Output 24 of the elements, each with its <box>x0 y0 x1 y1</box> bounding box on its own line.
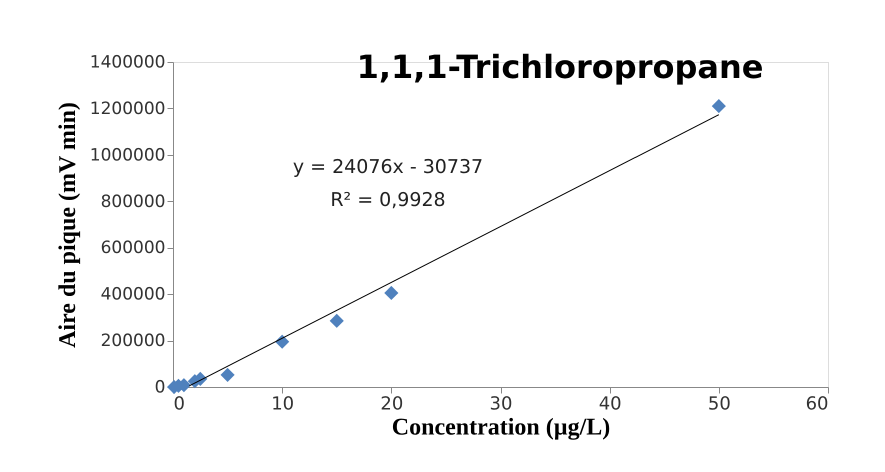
chart-title: 1,1,1-Trichloropropane <box>356 48 764 86</box>
point <box>330 314 344 328</box>
y-tick-label: 1000000 <box>90 145 166 166</box>
x-tick-label: 50 <box>708 394 731 414</box>
y-tick-label: 0 <box>154 378 166 398</box>
y-tick-label: 200000 <box>100 331 166 352</box>
y-tick-label: 1400000 <box>90 52 166 72</box>
point <box>220 368 235 382</box>
x-axis-title: Concentration (µg/L) <box>392 414 610 440</box>
y-tick-label: 800000 <box>100 192 166 212</box>
annotation: y = 24076x - 30737 <box>292 156 484 178</box>
annotation: R² = 0,9928 <box>330 189 446 211</box>
x-tick-label: 40 <box>598 394 622 414</box>
y-tick-label: 400000 <box>100 284 166 305</box>
x-tick-label: 60 <box>806 394 828 414</box>
x-tick-label: 0 <box>174 394 185 414</box>
y-tick-label: 1200000 <box>90 98 166 119</box>
y-tick-label: 600000 <box>100 238 166 258</box>
point <box>384 286 398 300</box>
y-axis-title: Aire du pique (mV min) <box>54 102 81 348</box>
point <box>712 99 726 114</box>
x-tick-label: 20 <box>380 394 404 414</box>
x-tick-label: 30 <box>490 394 512 414</box>
x-tick-label: 10 <box>271 394 294 414</box>
